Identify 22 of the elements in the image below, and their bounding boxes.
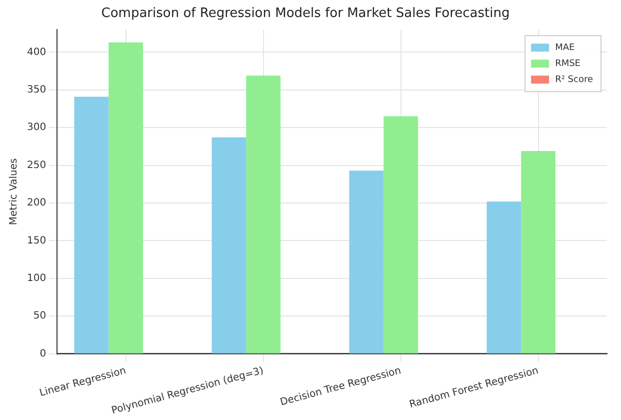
legend-label: MAE: [555, 42, 575, 53]
y-tick-label: 0: [40, 348, 46, 360]
bar: [74, 96, 109, 354]
y-tick-label: 50: [33, 310, 46, 322]
bar: [486, 202, 522, 354]
chart-title: Comparison of Regression Models for Market Sales Forecasting: [101, 6, 510, 22]
y-tick-label: 300: [26, 122, 46, 134]
y-tick-label: 400: [26, 46, 46, 58]
legend-label: R² Score: [555, 74, 594, 85]
bar: [384, 116, 418, 354]
y-tick-label: 200: [26, 198, 46, 209]
bar: [521, 150, 556, 354]
y-axis-title: Metric Values: [8, 158, 20, 226]
y-tick-label: 250: [26, 160, 46, 171]
y-tick-label: 100: [26, 273, 46, 284]
y-tick-label: 350: [26, 84, 46, 96]
bar: [246, 76, 280, 354]
y-tick-label: 150: [26, 235, 46, 246]
bar: [212, 137, 246, 354]
legend-label: RMSE: [555, 58, 581, 69]
bar: [349, 170, 384, 354]
bar: [108, 42, 144, 354]
